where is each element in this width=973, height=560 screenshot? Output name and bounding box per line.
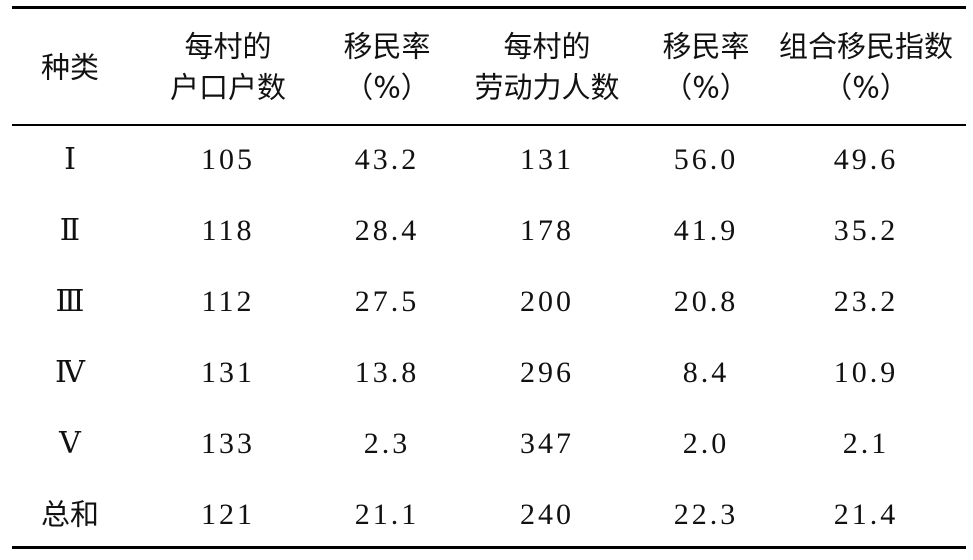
table-cell: 200 bbox=[520, 285, 574, 318]
header-cell: 每村的 bbox=[184, 29, 272, 64]
table-cell: 43.2 bbox=[354, 143, 420, 176]
table-cell: 41.9 bbox=[673, 214, 739, 247]
table-cell: 131 bbox=[520, 143, 574, 176]
row-label: Ⅴ bbox=[59, 426, 81, 461]
header-cell: （%） bbox=[344, 70, 430, 105]
header-cell: 移民率 bbox=[662, 29, 750, 64]
table-cell: 23.2 bbox=[833, 285, 899, 318]
table-cell: 178 bbox=[520, 214, 574, 247]
row-label: Ⅱ bbox=[59, 213, 81, 248]
table-cell: 28.4 bbox=[354, 214, 420, 247]
header-cell: 组合移民指数 bbox=[778, 29, 954, 64]
header-cell: （%） bbox=[823, 70, 909, 105]
table-cell: 13.8 bbox=[354, 356, 420, 389]
row-label: Ⅲ bbox=[55, 284, 85, 319]
table-cell: 2.3 bbox=[363, 427, 411, 460]
header-cell: （%） bbox=[663, 70, 749, 105]
table-cell: 10.9 bbox=[833, 356, 899, 389]
header-cell: 劳动力人数 bbox=[474, 70, 620, 105]
table-cell: 49.6 bbox=[833, 143, 899, 176]
header-cell: 每村的 bbox=[503, 29, 591, 64]
table-cell: 131 bbox=[201, 356, 255, 389]
header-rule bbox=[12, 124, 966, 126]
table-cell: 2.1 bbox=[842, 427, 890, 460]
table-cell: 2.0 bbox=[682, 427, 730, 460]
table-cell: 56.0 bbox=[673, 143, 739, 176]
table-cell: 112 bbox=[201, 285, 255, 318]
table-cell: 121 bbox=[201, 498, 255, 531]
row-label: 总和 bbox=[40, 497, 100, 532]
table-cell: 105 bbox=[201, 143, 255, 176]
top-rule bbox=[12, 6, 966, 9]
header-cell: 移民率 bbox=[343, 29, 431, 64]
table-cell: 133 bbox=[201, 427, 255, 460]
table-cell: 240 bbox=[520, 498, 574, 531]
header-cell: 户口户数 bbox=[169, 70, 287, 105]
table-cell: 118 bbox=[201, 214, 255, 247]
table-cell: 35.2 bbox=[833, 214, 899, 247]
table-cell: 8.4 bbox=[682, 356, 730, 389]
table-cell: 21.1 bbox=[354, 498, 420, 531]
table-cell: 22.3 bbox=[673, 498, 739, 531]
table-cell: 20.8 bbox=[673, 285, 739, 318]
header-cell: 种类 bbox=[40, 50, 100, 85]
row-label: Ⅳ bbox=[55, 355, 85, 390]
bottom-rule bbox=[12, 546, 966, 549]
table-cell: 27.5 bbox=[354, 285, 420, 318]
table-cell: 21.4 bbox=[833, 498, 899, 531]
table-cell: 296 bbox=[520, 356, 574, 389]
table-cell: 347 bbox=[520, 427, 574, 460]
row-label: Ⅰ bbox=[64, 142, 76, 177]
